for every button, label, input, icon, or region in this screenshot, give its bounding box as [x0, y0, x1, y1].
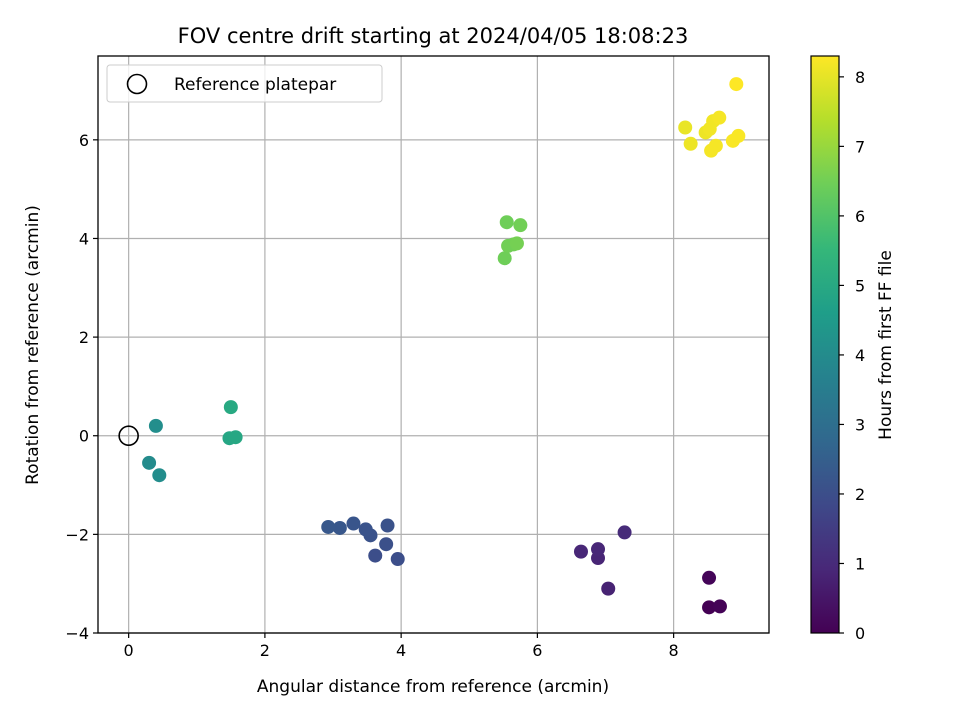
- y-tick-label: −4: [65, 624, 89, 643]
- data-point: [702, 570, 717, 585]
- data-point: [601, 581, 616, 596]
- colorbar-tick-label: 2: [855, 485, 865, 504]
- data-point: [346, 516, 361, 531]
- data-point: [321, 519, 336, 534]
- colorbar-label: Hours from first FF file: [876, 250, 896, 440]
- data-point: [379, 537, 394, 552]
- data-point: [142, 455, 157, 470]
- data-point: [497, 251, 512, 266]
- data-point: [704, 143, 719, 158]
- y-axis-label: Rotation from reference (arcmin): [23, 205, 43, 485]
- x-tick-label: 2: [260, 641, 270, 660]
- data-point: [390, 552, 405, 567]
- y-tick-label: 2: [79, 328, 89, 347]
- colorbar-tick-label: 1: [855, 554, 865, 573]
- y-tick-label: −2: [65, 525, 89, 544]
- x-tick-label: 4: [396, 641, 406, 660]
- colorbar-tick-label: 7: [855, 137, 865, 156]
- data-point: [223, 400, 238, 415]
- colorbar-tick-label: 0: [855, 624, 865, 643]
- data-point: [573, 544, 588, 559]
- data-points: [118, 77, 746, 615]
- x-tick-label: 0: [124, 641, 134, 660]
- x-tick-label: 8: [669, 641, 679, 660]
- colorbar-tick-label: 8: [855, 68, 865, 87]
- data-point: [683, 136, 698, 151]
- data-point: [712, 110, 727, 125]
- x-axis-label: Angular distance from reference (arcmin): [257, 677, 609, 697]
- data-point: [499, 215, 514, 230]
- data-point: [702, 600, 717, 615]
- data-point: [513, 218, 528, 233]
- colorbar-tick-label: 5: [855, 276, 865, 295]
- data-point: [729, 77, 744, 92]
- colorbar-tick-label: 6: [855, 207, 865, 226]
- axes: 0 2 4 6 8 −4 −2 0 2 4 6: [65, 55, 770, 660]
- y-tick-label: 6: [79, 131, 89, 150]
- data-point: [332, 520, 347, 535]
- data-point: [148, 418, 163, 433]
- y-tick-label: 4: [79, 229, 89, 248]
- data-point: [591, 542, 606, 557]
- data-point: [152, 468, 167, 483]
- colorbar-gradient: [810, 55, 840, 634]
- data-point: [358, 522, 373, 537]
- chart-title: FOV centre drift starting at 2024/04/05 …: [178, 24, 689, 48]
- data-point: [228, 430, 243, 445]
- data-point: [368, 548, 383, 563]
- y-tick-label: 0: [79, 427, 89, 446]
- data-point: [617, 525, 632, 540]
- colorbar-tick-label: 4: [855, 346, 865, 365]
- data-point: [509, 236, 524, 251]
- data-point: [380, 518, 395, 533]
- data-point: [712, 599, 727, 614]
- data-point: [731, 128, 746, 143]
- colorbar: 0 1 2 3 4 5 6 7 8: [810, 55, 865, 643]
- reference-platepar-marker: [118, 425, 139, 447]
- data-point: [678, 120, 693, 135]
- colorbar-tick-label: 3: [855, 415, 865, 434]
- legend-marker-reference-icon: [126, 73, 148, 95]
- x-tick-label: 6: [532, 641, 542, 660]
- plot-frame: [97, 55, 770, 634]
- legend-entry-label: Reference platepar: [174, 75, 336, 95]
- legend: Reference platepar: [106, 64, 383, 103]
- grid-lines: [98, 56, 769, 634]
